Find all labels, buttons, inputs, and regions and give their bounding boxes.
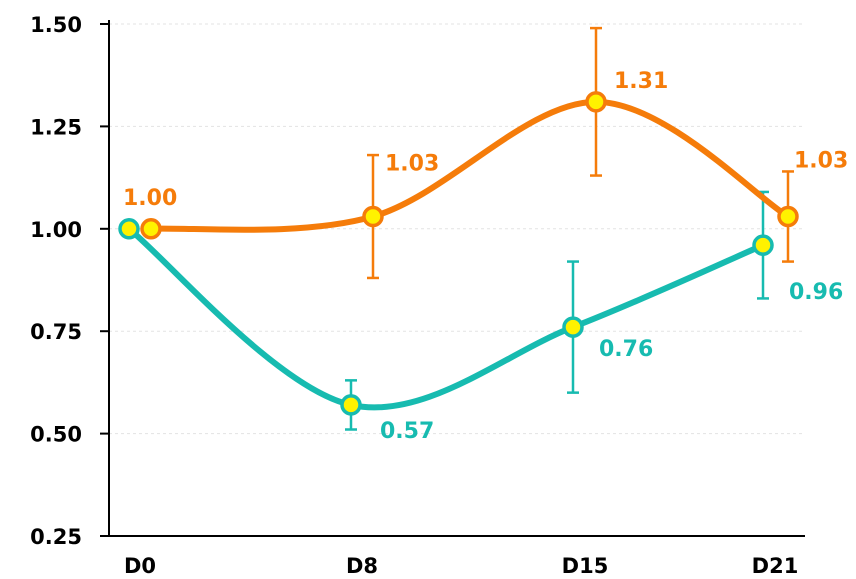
y-tick-label: 1.00: [30, 218, 82, 242]
data-point: [752, 234, 774, 256]
data-point: [340, 394, 362, 416]
y-tick-label: 1.25: [30, 115, 82, 139]
data-label: 1.03: [385, 152, 439, 177]
y-tick-label: 0.50: [30, 423, 82, 447]
data-point: [585, 91, 607, 113]
data-label: 1.00: [123, 186, 177, 211]
series-line-1: [126, 225, 766, 411]
x-tick-label: D15: [562, 554, 609, 578]
data-point: [562, 316, 584, 338]
axes: [100, 20, 805, 537]
tick-labels: 0.25 0.50 0.75 1.00 1.25 1.50 D0 D8 D15 D21: [30, 13, 798, 578]
data-point: [362, 205, 384, 228]
data-labels: 1.00 1.03 1.31 1.03 0.57 0.76 0.96: [123, 69, 848, 444]
data-label: 0.96: [789, 280, 843, 305]
data-label: 1.03: [794, 149, 848, 174]
data-label: 0.57: [380, 419, 434, 444]
error-bars: [345, 26, 794, 431]
y-tick-label: 0.75: [30, 320, 82, 344]
y-tick-label: 1.50: [30, 13, 82, 37]
data-label: 1.31: [614, 69, 668, 94]
data-label: 0.76: [599, 337, 653, 362]
x-tick-label: D8: [346, 554, 378, 578]
y-tick-label: 0.25: [30, 525, 82, 549]
series-line-0: [148, 98, 791, 233]
data-points: [118, 91, 799, 416]
data-point: [118, 218, 140, 240]
x-tick-label: D0: [124, 554, 156, 578]
x-tick-label: D21: [752, 554, 799, 578]
series-lines: [126, 98, 791, 411]
data-point: [777, 205, 799, 228]
data-point: [140, 218, 162, 240]
